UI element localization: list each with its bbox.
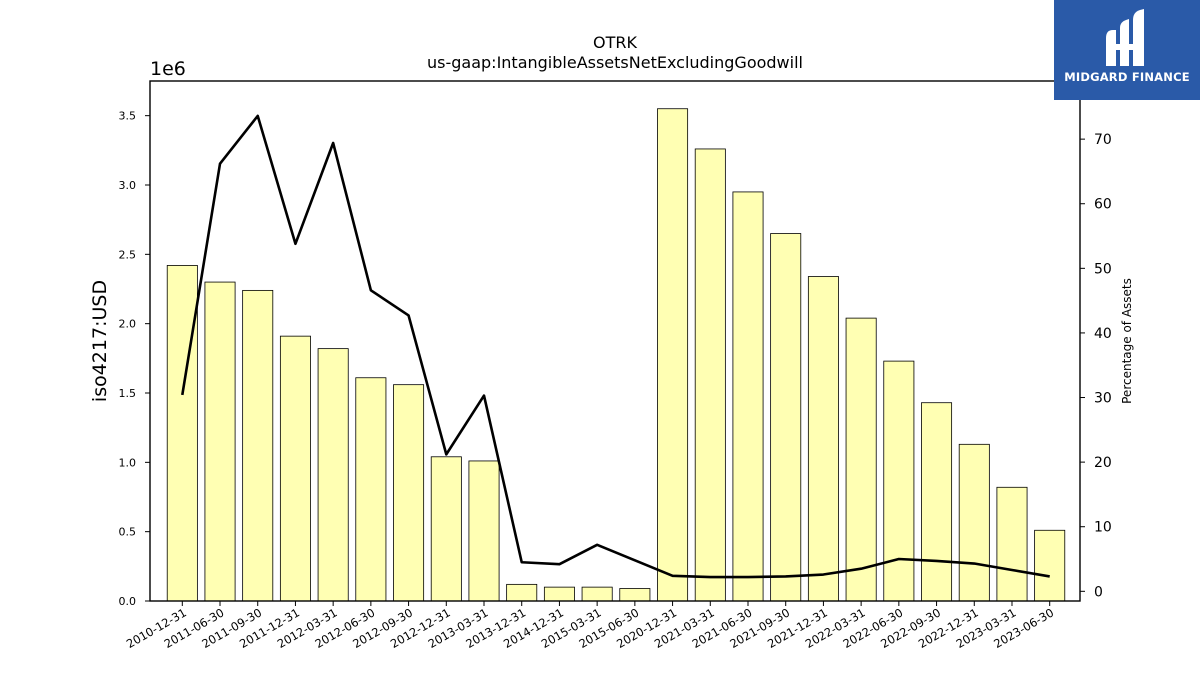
y2-tick-label: 20	[1094, 455, 1112, 471]
y-tick-label: 3.0	[119, 179, 137, 192]
bar	[355, 377, 387, 602]
bar	[468, 460, 500, 602]
y2-tick-label: 60	[1094, 197, 1112, 213]
bar	[921, 402, 953, 602]
bar	[657, 108, 689, 602]
bar	[430, 456, 462, 602]
chart-title: OTRK	[593, 33, 637, 52]
bar	[581, 586, 613, 602]
chart-subtitle: us-gaap:IntangibleAssetsNetExcludingGood…	[427, 53, 803, 72]
y-tick-label: 3.5	[119, 110, 137, 123]
y2-tick-label: 50	[1094, 261, 1112, 277]
y-tick-label: 1.0	[119, 456, 137, 469]
y-tick-label: 2.5	[119, 248, 137, 261]
bar	[770, 233, 802, 602]
plot-frame	[149, 80, 1081, 602]
bar	[166, 265, 198, 602]
bar	[506, 583, 538, 602]
bar	[317, 348, 349, 602]
y2-tick-label: 10	[1094, 520, 1112, 536]
bar	[883, 360, 915, 602]
y-tick-label: 0.5	[119, 526, 137, 539]
bar	[619, 588, 651, 602]
bar	[279, 335, 311, 602]
y2-tick-label: 40	[1094, 326, 1112, 342]
bar	[845, 317, 877, 602]
logo-mark-icon	[1106, 9, 1144, 66]
y2-tick-label: 70	[1094, 132, 1112, 148]
bar	[242, 289, 274, 602]
bar	[1034, 529, 1066, 602]
y-tick-label: 0.0	[119, 595, 137, 608]
bar	[807, 276, 839, 602]
bar	[732, 191, 764, 602]
y2-tick-label: 0	[1094, 584, 1103, 600]
bar	[958, 443, 990, 602]
y-tick-label: 2.0	[119, 318, 137, 331]
midgard-finance-logo: MIDGARD FINANCE	[1054, 0, 1200, 100]
y-offset-label: 1e6	[150, 58, 186, 80]
logo-text: MIDGARD FINANCE	[1064, 70, 1190, 84]
bar	[694, 148, 726, 602]
bar	[393, 384, 425, 602]
y2-axis-label: Percentage of Assets	[1120, 278, 1134, 404]
bar	[204, 281, 236, 602]
y-axis-label: iso4217:USD	[89, 280, 111, 402]
bar	[996, 486, 1028, 602]
y-tick-label: 1.5	[119, 387, 137, 400]
percentage-line	[181, 114, 1050, 579]
bar	[543, 586, 575, 602]
y2-tick-label: 30	[1094, 391, 1112, 407]
